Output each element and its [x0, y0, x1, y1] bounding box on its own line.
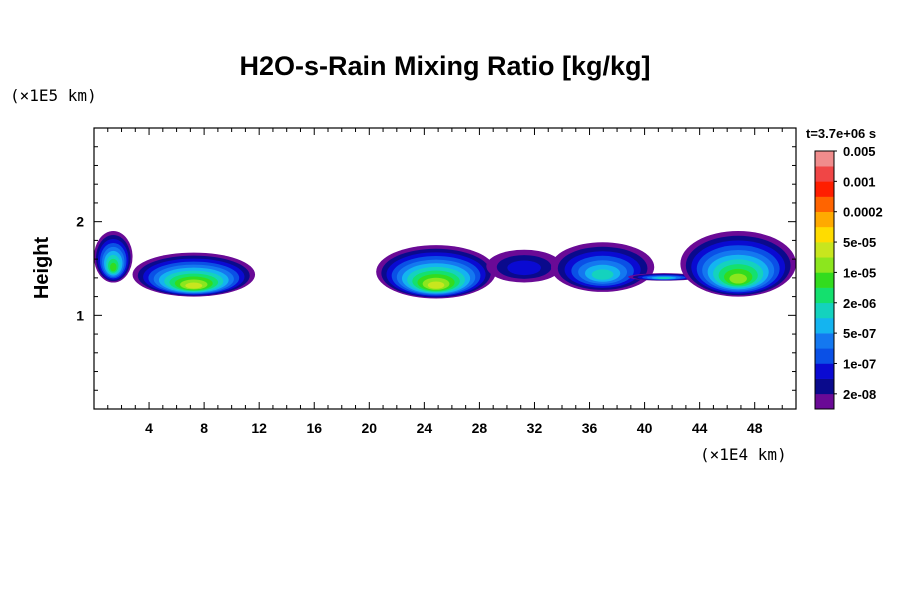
contour-band [729, 273, 747, 284]
legend-label: 0.001 [843, 174, 876, 189]
x-tick-label: 12 [251, 420, 267, 436]
plot-frame [93, 127, 797, 410]
legend-swatch [815, 287, 834, 304]
legend-label: 5e-07 [843, 326, 876, 341]
legend-swatch [815, 333, 834, 349]
x-tick-label: 40 [637, 420, 653, 436]
legend-swatch [815, 242, 834, 258]
x-tick-label: 20 [362, 420, 378, 436]
legend-swatch [815, 363, 834, 379]
y-tick-label: 1 [76, 307, 84, 323]
y-axis-label: Height [31, 237, 53, 300]
legend-label: 0.005 [843, 144, 876, 159]
x-tick-label: 36 [582, 420, 598, 436]
x-tick-label: 4 [145, 420, 153, 436]
y-scale-label: (×1E5 km) [10, 86, 97, 105]
x-tick-label: 28 [472, 420, 488, 436]
legend-swatch [815, 302, 834, 319]
x-tick-label: 8 [200, 420, 208, 436]
color-legend: 2e-08 1e-07 5e-07 2e-06 1e-05 5e-05 0.0002 0.00… [814, 144, 883, 410]
legend-label: 5e-05 [843, 235, 876, 250]
chart-title: H2O-s-Rain Mixing Ratio [kg/kg] [239, 51, 650, 81]
contour-band [591, 269, 614, 280]
legend-swatch [815, 151, 834, 167]
legend-frame [814, 150, 835, 410]
contour-band [656, 277, 672, 280]
legend-label: 2e-06 [843, 296, 876, 311]
legend-swatch [815, 226, 834, 243]
rain-cells [94, 231, 796, 299]
legend-swatch [815, 272, 834, 288]
rain-cell [376, 245, 496, 299]
legend-label: 1e-07 [843, 356, 876, 371]
legend-swatch [815, 211, 834, 228]
time-label: t=3.7e+06 s [806, 126, 876, 141]
legend-label: 2e-08 [843, 387, 876, 402]
legend-label: 0.0002 [843, 205, 883, 220]
legend-swatch [815, 378, 834, 395]
legend-swatch [815, 317, 834, 334]
legend-swatch [815, 181, 834, 197]
legend-swatch [815, 348, 834, 364]
legend-label: 1e-05 [843, 265, 876, 280]
x-scale-label: (×1E4 km) [700, 445, 787, 464]
rain-cell [550, 242, 655, 292]
contour-band [507, 260, 541, 276]
x-tick-label: 16 [306, 420, 322, 436]
rain-cell [680, 231, 796, 297]
x-tick-label: 48 [747, 420, 763, 436]
x-tick-label: 44 [692, 420, 708, 436]
legend-swatch [815, 166, 834, 182]
x-tick-label: 24 [417, 420, 433, 436]
y-tick-label: 2 [76, 214, 84, 230]
legend-swatch [815, 196, 834, 213]
rain-cell [628, 273, 700, 281]
legend-swatch [815, 393, 834, 410]
rain-cell [94, 231, 133, 283]
contour-band [110, 262, 117, 272]
rain-cell [132, 252, 256, 297]
rain-cell [486, 249, 562, 283]
contour-band [427, 281, 445, 289]
contour-band [185, 282, 203, 289]
legend-swatch [815, 257, 834, 273]
x-tick-label: 32 [527, 420, 543, 436]
